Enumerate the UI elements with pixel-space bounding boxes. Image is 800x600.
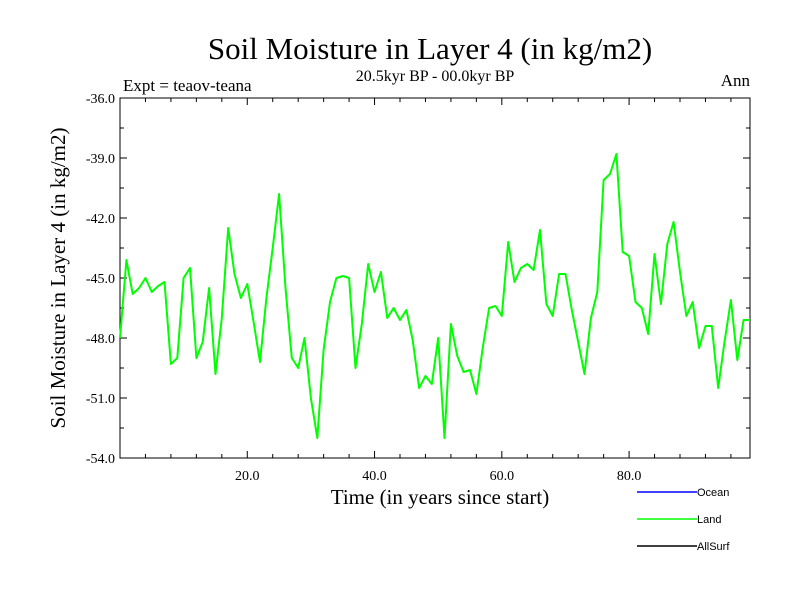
x-tick-label: 40.0 (362, 469, 387, 484)
series-line-land (119, 153, 750, 439)
chart-subtitle: 20.5kyr BP - 00.0kyr BP (356, 68, 515, 85)
y-tick-label: -48.0 (86, 332, 115, 347)
y-tick-label: -36.0 (86, 92, 115, 107)
legend-label-allsurf: AllSurf (697, 541, 730, 553)
y-tick-label: -54.0 (86, 452, 115, 467)
x-axis: 20.0 40.0 60.0 80.0 (144, 98, 732, 484)
x-axis-label: Time (in years since start) (331, 485, 550, 509)
series-layer (119, 153, 750, 439)
x-tick-label: 20.0 (235, 469, 260, 484)
y-tick-label: -39.0 (86, 152, 115, 167)
y-tick-label: -51.0 (86, 392, 115, 407)
x-tick-label: 60.0 (490, 469, 515, 484)
y-tick-label: -45.0 (86, 272, 115, 287)
legend-label-land: Land (697, 514, 721, 526)
plot-frame (119, 97, 751, 459)
season-label: Ann (721, 71, 751, 90)
experiment-label: Expt = teaov-teana (123, 76, 252, 95)
legend-label-ocean: Ocean (697, 487, 729, 499)
x-tick-label: 80.0 (617, 469, 642, 484)
y-tick-label: -42.0 (86, 212, 115, 227)
y-axis: -36.0 -39.0 -42.0 -45.0 -48.0 -51.0 -54.0 (86, 92, 750, 467)
chart-title: Soil Moisture in Layer 4 (in kg/m2) (208, 31, 652, 66)
legend: Ocean Land AllSurf (637, 487, 730, 553)
y-axis-label: Soil Moisture in Layer 4 (in kg/m2) (46, 128, 70, 429)
